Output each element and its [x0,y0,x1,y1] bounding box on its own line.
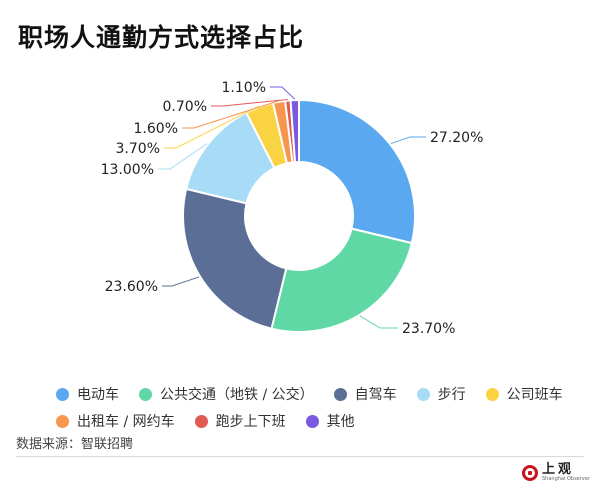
data-label: 13.00% [101,162,154,178]
leader-line [158,143,208,170]
legend-row: 出租车 / 网约车 跑步上下班 其他 [56,410,576,432]
legend-label: 公共交通（地铁 / 公交） [160,387,314,403]
leader-line [162,276,200,287]
legend-item: 自驾车 [333,384,397,404]
legend-swatch [56,387,69,401]
donut-slices [182,98,416,333]
data-label: 1.10% [222,80,266,96]
legend-item: 公共交通（地铁 / 公交） [139,384,314,404]
legend: 电动车 公共交通（地铁 / 公交） 自驾车 步行 公司班车 出租车 / 网约车 跑步上下班… [56,383,576,437]
leader-line [270,86,296,100]
donut-slice [182,187,288,330]
data-labels: 27.20% 23.70% 23.60% 13.00% 3.70% 1.60% 0.70% 1… [101,80,484,337]
legend-label: 步行 [437,387,466,403]
donut-slice [289,98,300,164]
leader-line [211,99,288,107]
chart-title: 职场人通勤方式选择占比 [18,23,305,52]
legend-swatch [416,387,430,401]
legend-label: 跑步上下班 [215,414,286,430]
legend-swatch [305,414,319,428]
logo-subtext: Shanghai Observer [542,476,590,482]
legend-swatch [333,387,347,401]
publisher-logo: 上观 Shanghai Observer [522,463,590,482]
legend-item: 电动车 [56,384,119,404]
legend-label: 电动车 [77,387,119,403]
legend-swatch [56,414,69,428]
data-label: 23.60% [105,279,158,295]
label-leader-lines [158,86,426,329]
leader-line [164,105,260,149]
data-label: 1.60% [134,121,178,137]
data-label: 23.70% [402,321,455,337]
legend-label: 出租车 / 网约车 [77,414,175,430]
legend-item: 公司班车 [485,384,563,404]
leader-line [390,136,426,145]
logo-text: 上观 [542,462,575,477]
legend-row: 电动车 公共交通（地铁 / 公交） 自驾车 步行 公司班车 [56,383,576,405]
data-source: 数据来源：智联招聘 [16,437,134,452]
legend-label: 自驾车 [354,387,397,403]
legend-swatch [485,387,499,401]
divider [16,456,584,457]
leader-line [182,100,280,129]
legend-swatch [194,414,208,428]
legend-swatch [139,387,152,401]
donut-slice [298,98,416,245]
donut-slice [270,227,413,333]
legend-item: 跑步上下班 [194,411,286,431]
logo-mark-icon [522,464,538,481]
data-label: 3.70% [116,141,160,157]
legend-label: 其他 [326,414,355,430]
data-label: 0.70% [163,99,207,115]
legend-item: 出租车 / 网约车 [56,411,175,431]
data-label: 27.20% [430,130,483,146]
legend-item: 步行 [416,384,466,404]
donut-chart: 27.20% 23.70% 23.60% 13.00% 3.70% 1.60% 0.70% 1… [101,80,484,337]
legend-label: 公司班车 [506,387,563,403]
leader-line [359,315,398,329]
legend-item: 其他 [305,411,355,431]
